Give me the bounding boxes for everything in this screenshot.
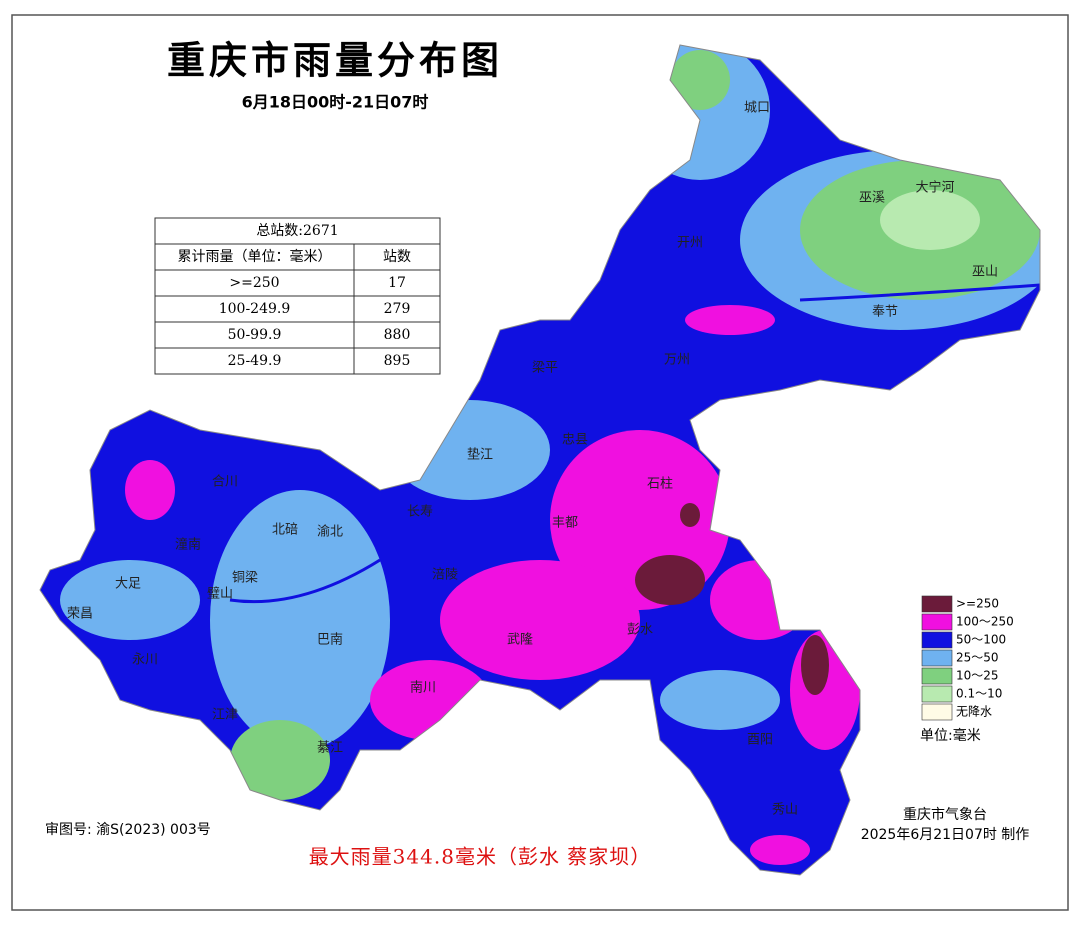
place-name: 北碚	[272, 523, 298, 538]
place-name: 江津	[212, 708, 238, 723]
place-name: 酉阳	[747, 733, 773, 748]
place-name: 永川	[132, 653, 158, 668]
agency: 重庆市气象台	[903, 806, 987, 823]
subtitle: 6月18日00时-21日07时	[242, 93, 429, 112]
place-name: 梁平	[532, 361, 558, 376]
table-cell: 50-99.9	[228, 327, 282, 343]
place-name: 涪陵	[432, 568, 458, 583]
legend-label: 10～25	[956, 669, 999, 683]
frame	[11, 14, 1069, 911]
place-name: 巫山	[972, 265, 998, 280]
legend-label: 25～50	[956, 651, 999, 665]
legend: >=250 100～250 50～100 25～50 10～25 0.1～10 无降水单位:…	[920, 595, 1014, 744]
place-name: 渝北	[317, 524, 343, 540]
table-cell: 17	[388, 275, 406, 291]
table-cell: >=250	[229, 275, 279, 291]
table-cell: 895	[384, 353, 411, 369]
legend-swatch	[921, 649, 953, 667]
place-name: 潼南	[175, 537, 201, 553]
legend-swatch	[921, 595, 953, 613]
approval-number: 审图号: 渝S(2023) 003号	[45, 822, 211, 838]
legend-label: >=250	[956, 597, 999, 611]
place-name: 秀山	[772, 803, 798, 818]
table-cell: 880	[384, 327, 411, 343]
table-header: 累计雨量（单位：毫米）	[178, 248, 332, 265]
place-name: 武隆	[507, 633, 533, 648]
place-name: 荣昌	[67, 607, 93, 622]
legend-swatch	[921, 631, 953, 649]
place-name: 忠县	[562, 433, 588, 448]
place-name: 长寿	[407, 505, 433, 520]
table-cell: 25-49.9	[228, 353, 282, 369]
made-time: 2025年6月21日07时 制作	[861, 827, 1030, 843]
max-rainfall: 最大雨量344.8毫米（彭水 蔡家坝）	[309, 845, 652, 869]
table-cell: 279	[384, 301, 411, 317]
legend-swatch	[921, 685, 953, 703]
legend-label: 0.1～10	[956, 687, 1002, 701]
place-name: 璧山	[207, 586, 233, 602]
place-name: 綦江	[317, 741, 343, 756]
legend-label: 无降水	[956, 705, 992, 719]
legend-unit: 单位:毫米	[920, 727, 981, 744]
legend-swatch	[921, 667, 953, 685]
place-name: 开州	[677, 236, 703, 251]
place-name: 垫江	[467, 447, 493, 463]
place-name: 大宁河	[915, 180, 954, 196]
place-name: 城口	[744, 101, 770, 116]
place-name: 大足	[115, 577, 141, 592]
place-name: 万州	[664, 353, 690, 368]
place-name: 彭水	[627, 623, 653, 638]
place-name: 丰都	[552, 516, 578, 531]
station-table: 总站数:2671 累计雨量（单位：毫米） 站数 >=250 17 100-249.9 279…	[154, 217, 441, 375]
place-name: 石柱	[647, 477, 673, 492]
table-cell: 100-249.9	[219, 301, 291, 317]
place-name: 奉节	[872, 305, 898, 320]
table-title: 总站数:2671	[256, 223, 338, 239]
place-name: 巫溪	[859, 191, 885, 206]
legend-label: 100～250	[956, 615, 1014, 629]
legend-swatch	[921, 613, 953, 631]
place-name: 南川	[410, 680, 436, 696]
table-header: 站数	[383, 249, 411, 265]
legend-swatch	[921, 703, 953, 721]
place-name: 合川	[212, 475, 238, 490]
legend-label: 50～100	[956, 633, 1006, 647]
place-name: 巴南	[317, 632, 343, 648]
title: 重庆市雨量分布图	[167, 38, 503, 83]
place-name: 铜梁	[232, 571, 258, 586]
